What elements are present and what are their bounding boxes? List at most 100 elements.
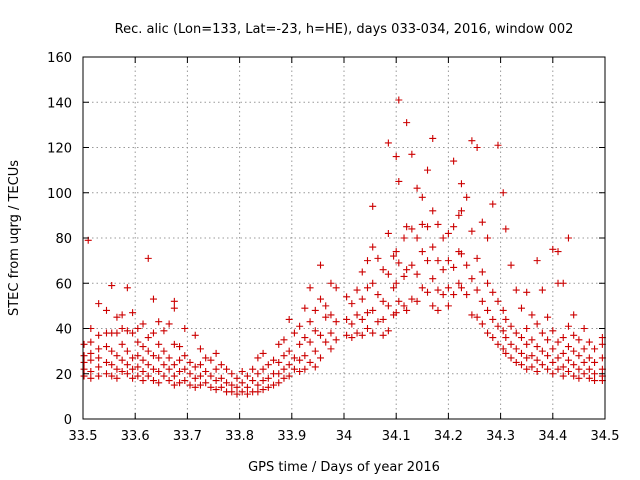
data-point: [228, 381, 236, 389]
data-point: [403, 119, 411, 127]
data-point: [429, 275, 437, 283]
data-point: [403, 223, 411, 231]
data-point: [170, 297, 178, 305]
data-point: [358, 295, 366, 303]
data-point: [395, 177, 403, 185]
data-point: [191, 374, 199, 382]
data-point: [285, 372, 293, 380]
data-point: [264, 374, 272, 382]
y-tick-label: 100: [47, 187, 72, 202]
data-point: [118, 340, 126, 348]
data-point: [489, 200, 497, 208]
data-point: [118, 356, 126, 364]
data-point: [228, 370, 236, 378]
y-tick-label: 80: [55, 232, 72, 247]
data-point: [332, 318, 340, 326]
data-point: [400, 234, 408, 242]
data-point: [165, 320, 173, 328]
data-point: [559, 334, 567, 342]
data-point: [186, 381, 194, 389]
data-point: [439, 266, 447, 274]
x-tick-label: 33.7: [173, 429, 202, 444]
data-point: [523, 340, 531, 348]
data-point: [270, 356, 278, 364]
data-point: [429, 134, 437, 142]
data-point: [134, 372, 142, 380]
data-point: [296, 356, 304, 364]
data-point: [301, 334, 309, 342]
data-point: [181, 352, 189, 360]
data-point: [384, 270, 392, 278]
data-point: [463, 193, 471, 201]
x-tick-label: 33.5: [69, 429, 98, 444]
data-point: [196, 345, 204, 353]
data-point: [191, 363, 199, 371]
data-point: [254, 354, 262, 362]
data-point: [473, 254, 481, 262]
data-point: [129, 365, 137, 373]
data-point: [400, 272, 408, 280]
data-point: [212, 349, 220, 357]
data-point: [478, 218, 486, 226]
data-point: [384, 139, 392, 147]
data-point: [499, 345, 507, 353]
data-point: [517, 304, 525, 312]
data-point: [275, 370, 283, 378]
data-point: [544, 336, 552, 344]
data-point: [102, 306, 110, 314]
data-point: [424, 223, 432, 231]
data-point: [317, 331, 325, 339]
data-point: [439, 291, 447, 299]
data-point: [499, 327, 507, 335]
data-point: [160, 327, 168, 335]
data-point: [95, 372, 103, 380]
data-point: [170, 381, 178, 389]
data-point: [502, 315, 510, 323]
data-point: [270, 381, 278, 389]
data-point: [139, 356, 147, 364]
data-point: [95, 354, 103, 362]
data-point: [450, 291, 458, 299]
data-point: [196, 381, 204, 389]
data-point: [429, 302, 437, 310]
data-point: [343, 331, 351, 339]
data-point: [363, 309, 371, 317]
x-tick-label: 34.5: [591, 429, 620, 444]
data-point: [575, 365, 583, 373]
data-point: [564, 234, 572, 242]
data-point: [570, 372, 578, 380]
data-point: [528, 311, 536, 319]
data-point: [591, 358, 599, 366]
data-point: [181, 377, 189, 385]
data-point: [348, 300, 356, 308]
data-point: [181, 365, 189, 373]
data-point: [408, 225, 416, 233]
data-point: [439, 234, 447, 242]
data-point: [528, 363, 536, 371]
data-point: [564, 367, 572, 375]
data-point: [413, 270, 421, 278]
data-point: [379, 297, 387, 305]
data-point: [457, 250, 465, 258]
data-point: [102, 370, 110, 378]
data-point: [296, 340, 304, 348]
data-point: [549, 358, 557, 366]
y-axis-label: STEC from uqrg / TECUs: [7, 160, 22, 316]
x-axis-label: GPS time / Days of year 2016: [248, 460, 440, 475]
data-point: [108, 347, 116, 355]
data-point: [212, 386, 220, 394]
data-point: [95, 363, 103, 371]
data-point: [499, 306, 507, 314]
data-point: [290, 365, 298, 373]
data-point: [533, 356, 541, 364]
data-point: [434, 257, 442, 265]
x-tick-label: 33.9: [277, 429, 306, 444]
data-point: [429, 243, 437, 251]
data-point: [254, 381, 262, 389]
data-point: [207, 372, 215, 380]
data-point: [580, 370, 588, 378]
data-point: [512, 286, 520, 294]
data-point: [243, 372, 251, 380]
data-point: [144, 254, 152, 262]
data-point: [228, 388, 236, 396]
